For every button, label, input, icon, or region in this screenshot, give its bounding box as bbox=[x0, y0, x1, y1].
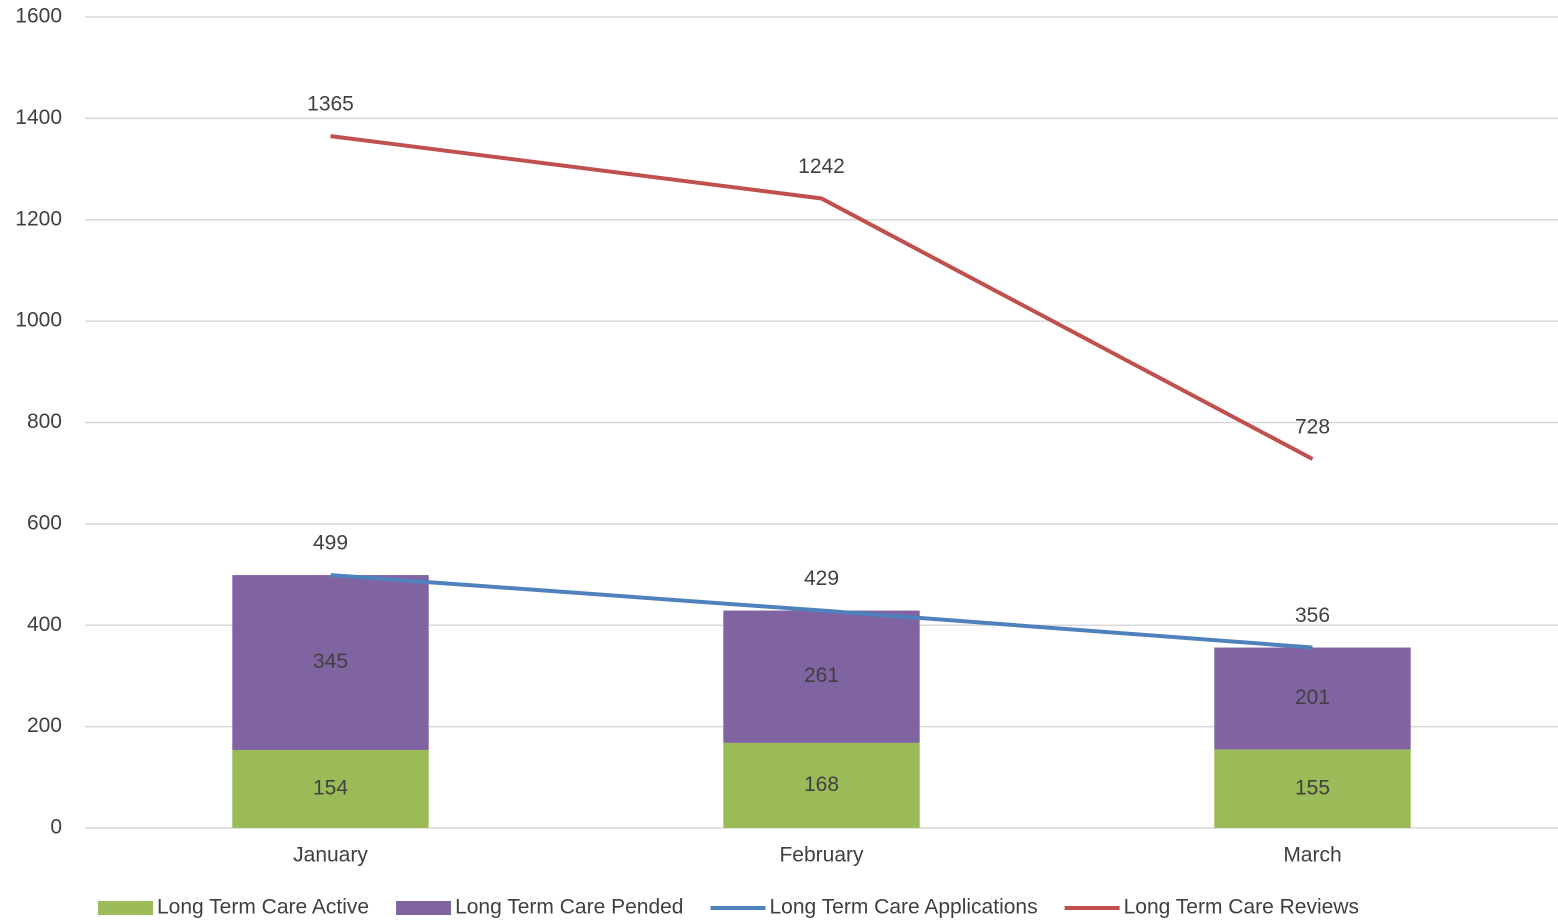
bar-value-label: 261 bbox=[804, 664, 839, 687]
legend-label: Long Term Care Pended bbox=[455, 896, 683, 919]
bar-value-label: 154 bbox=[313, 777, 348, 800]
bar-value-label: 345 bbox=[313, 650, 348, 673]
legend-label: Long Term Care Reviews bbox=[1124, 896, 1359, 919]
line-value-label: 499 bbox=[313, 532, 348, 555]
y-tick-label: 1400 bbox=[15, 106, 62, 129]
bar-segment bbox=[1214, 647, 1411, 750]
line-value-label: 1365 bbox=[307, 93, 354, 116]
line bbox=[330, 573, 1313, 650]
y-tick-label: 1600 bbox=[15, 5, 62, 28]
y-tick-label: 1000 bbox=[15, 309, 62, 332]
y-tick-label: 200 bbox=[27, 714, 62, 737]
line bbox=[330, 134, 1314, 461]
bar-segment bbox=[1214, 749, 1411, 828]
bar-segment bbox=[232, 749, 429, 828]
line-value-label: 429 bbox=[804, 567, 839, 590]
y-tick-label: 600 bbox=[27, 511, 62, 534]
bar-value-label: 155 bbox=[1295, 776, 1330, 799]
y-tick-label: 400 bbox=[27, 613, 62, 636]
legend-swatch bbox=[98, 901, 153, 915]
bar-value-label: 168 bbox=[804, 773, 839, 796]
x-tick-label: March bbox=[1283, 844, 1341, 867]
line-value-label: 356 bbox=[1295, 604, 1330, 627]
bar-segment bbox=[232, 575, 429, 750]
line-value-label: 728 bbox=[1295, 416, 1330, 439]
y-tick-label: 0 bbox=[50, 816, 62, 839]
y-tick-label: 800 bbox=[27, 410, 62, 433]
x-tick-label: February bbox=[779, 844, 864, 867]
legend-swatch bbox=[396, 901, 452, 915]
bar-segment bbox=[723, 742, 920, 828]
x-tick-label: January bbox=[293, 844, 368, 867]
y-tick-label: 1200 bbox=[15, 207, 62, 230]
bar-value-label: 201 bbox=[1295, 686, 1330, 709]
legend-label: Long Term Care Active bbox=[157, 896, 369, 919]
line-value-label: 1242 bbox=[798, 155, 845, 178]
bar-segment bbox=[723, 610, 920, 743]
legend-label: Long Term Care Applications bbox=[770, 896, 1038, 919]
